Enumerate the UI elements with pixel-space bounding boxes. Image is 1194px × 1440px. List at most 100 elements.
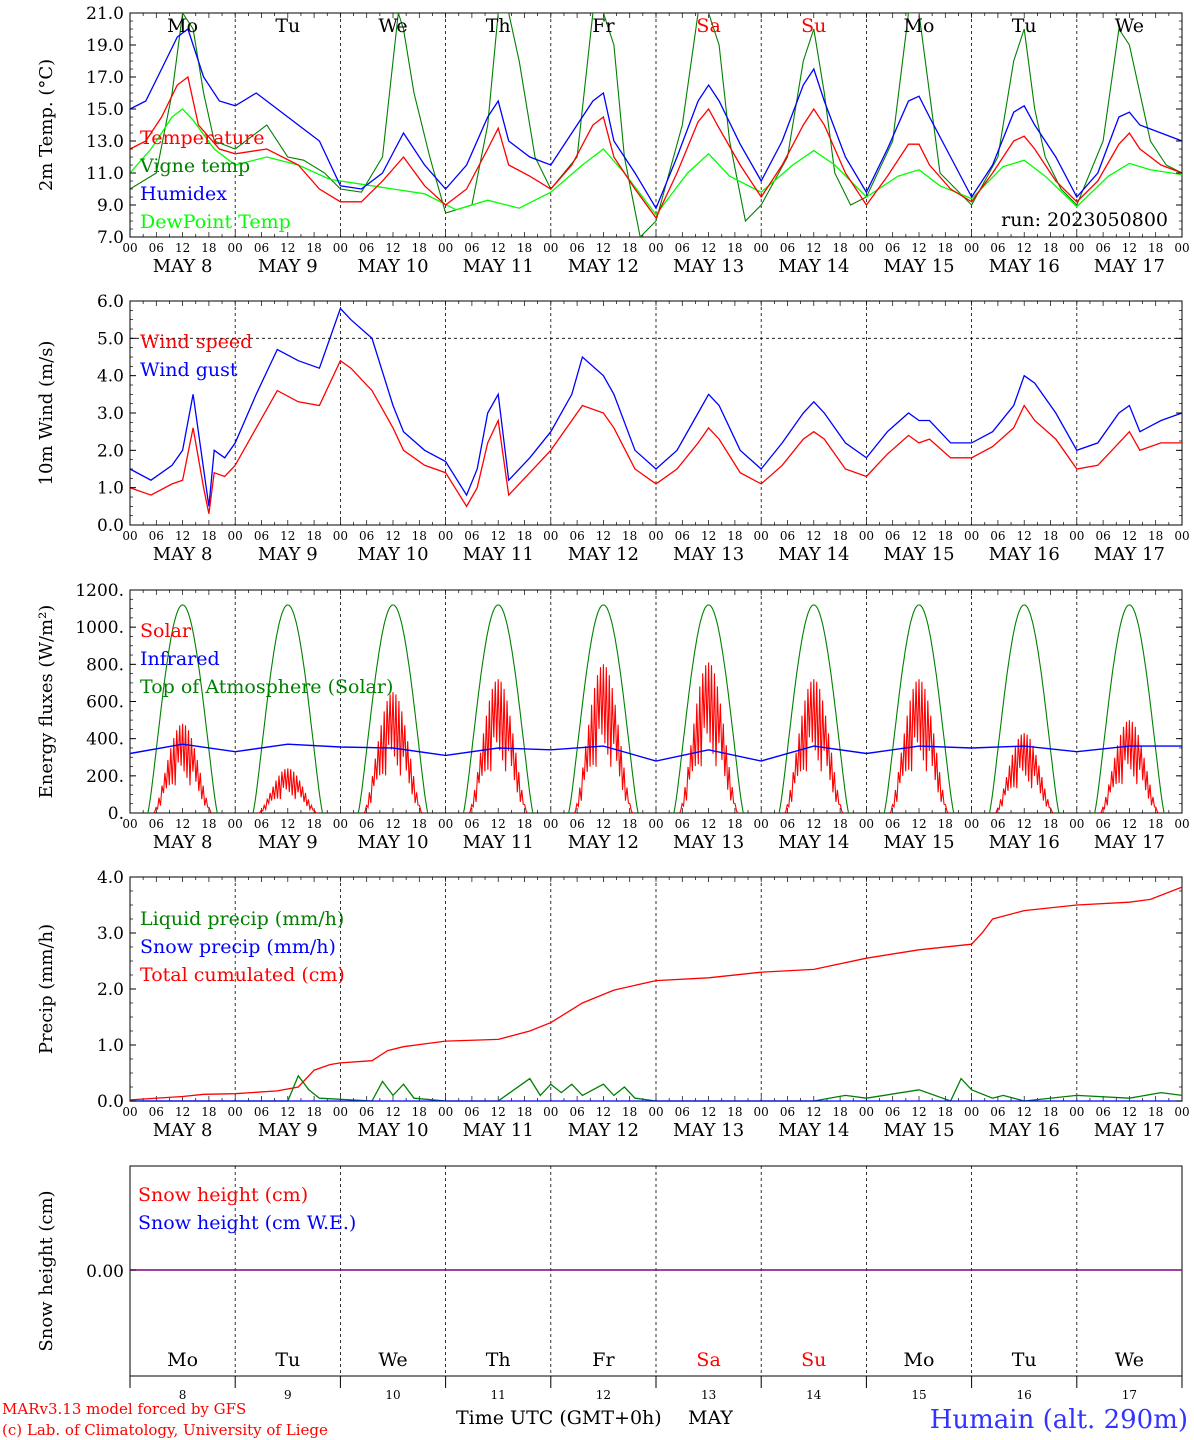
toa-solar-arch	[462, 604, 534, 814]
hour-tick-label: 00	[543, 1105, 558, 1119]
hour-tick-label: 00	[754, 241, 769, 255]
weekday-label: Fr	[592, 1349, 615, 1371]
weekday-label: Mo	[904, 1349, 935, 1371]
hour-tick-label: 00	[543, 529, 558, 543]
hour-tick-label: 06	[780, 529, 795, 543]
date-label: MAY 10	[357, 1120, 428, 1141]
day-number-label: 15	[911, 1388, 926, 1402]
hour-tick-label: 06	[149, 529, 164, 543]
hour-tick-label: 06	[885, 817, 900, 831]
hour-tick-label: 00	[438, 1105, 453, 1119]
hour-tick-label: 00	[964, 817, 979, 831]
hour-tick-label: 00	[122, 529, 137, 543]
hour-tick-label: 12	[385, 529, 400, 543]
hour-tick-label: 18	[306, 817, 321, 831]
date-label: MAY 15	[883, 544, 954, 565]
weekday-label: Tu	[275, 1349, 300, 1371]
hour-tick-label: 06	[359, 529, 374, 543]
panel-snow: 0.00 Snow height (cm) Snow height (cm) Snow…	[36, 1165, 1183, 1402]
date-label: MAY 16	[989, 544, 1060, 565]
date-label: MAY 15	[883, 256, 954, 277]
toa-solar-arch	[778, 604, 850, 814]
toa-solar-arch	[147, 604, 218, 814]
series-line	[130, 1074, 1183, 1102]
hour-tick-label: 18	[1148, 241, 1163, 255]
hour-tick-label: 06	[885, 241, 900, 255]
hour-tick-label: 06	[254, 241, 269, 255]
day-number-label: 9	[284, 1388, 292, 1402]
hour-tick-label: 12	[596, 817, 611, 831]
hour-tick-label: 06	[464, 817, 479, 831]
solar-line	[889, 679, 949, 814]
hour-tick-label: 00	[122, 817, 137, 831]
weekday-label: Sa	[696, 1349, 720, 1371]
hour-tick-label: 12	[1122, 1105, 1137, 1119]
hour-tick-label: 06	[254, 1105, 269, 1119]
hour-tick-label: 18	[832, 1105, 847, 1119]
legend-entry: Infrared	[140, 648, 220, 670]
date-label: MAY 11	[463, 832, 534, 853]
hour-tick-label: 12	[175, 1105, 190, 1119]
hour-tick-label: 00	[859, 1105, 874, 1119]
y-tick-label: 0.0	[97, 1092, 124, 1112]
legend-entry: Liquid precip (mm/h)	[140, 908, 344, 930]
date-label: MAY 13	[673, 544, 744, 565]
hour-tick-label: 18	[938, 1105, 953, 1119]
hour-tick-label: 00	[333, 529, 348, 543]
hour-tick-label: 12	[806, 1105, 821, 1119]
hour-tick-label: 12	[911, 817, 926, 831]
hour-tick-label: 18	[938, 241, 953, 255]
station-title: Humain (alt. 290m)	[930, 1405, 1188, 1435]
hour-tick-label: 18	[727, 241, 742, 255]
y-axis-label: 2m Temp. (°C)	[36, 59, 57, 191]
series-line	[129, 359, 1182, 514]
hour-tick-label: 06	[675, 529, 690, 543]
date-label: MAY 14	[778, 544, 849, 565]
hour-tick-label: 12	[385, 1105, 400, 1119]
y-tick-label: 3.0	[97, 404, 124, 424]
hour-tick-label: 18	[201, 529, 216, 543]
hour-tick-label: 12	[806, 817, 821, 831]
hour-tick-label: 06	[990, 1105, 1005, 1119]
hour-tick-label: 00	[333, 1105, 348, 1119]
day-number-label: 16	[1017, 1388, 1032, 1402]
legend-entry: Total cumulated (cm)	[140, 964, 345, 986]
hour-tick-label: 00	[754, 817, 769, 831]
toa-solar-arch	[673, 604, 744, 814]
hour-tick-label: 18	[517, 529, 532, 543]
hour-tick-label: 18	[1043, 1105, 1058, 1119]
y-axis-label: 10m Wind (m/s)	[36, 341, 57, 486]
hour-tick-label: 12	[175, 529, 190, 543]
weekday-label: We	[378, 1349, 407, 1371]
hour-tick-label: 06	[359, 1105, 374, 1119]
hour-tick-label: 06	[254, 529, 269, 543]
day-number-label: 10	[385, 1388, 400, 1402]
hour-tick-label: 12	[1017, 529, 1032, 543]
date-label: MAY 8	[153, 1120, 213, 1141]
toa-solar-arch	[568, 604, 639, 814]
legend-entry: Temperature	[140, 127, 264, 149]
plot-frame	[129, 300, 1183, 526]
hour-tick-label: 12	[1122, 817, 1137, 831]
toa-solar-arch	[1094, 604, 1165, 814]
date-label: MAY 8	[153, 544, 213, 565]
hour-tick-label: 00	[122, 241, 137, 255]
y-tick-label: 1.0	[97, 479, 124, 499]
hour-tick-label: 18	[1148, 529, 1163, 543]
y-tick-label: 200.	[86, 767, 124, 787]
hour-tick-label: 00	[964, 241, 979, 255]
date-label: MAY 14	[778, 256, 849, 277]
y-tick-label: 13.0	[86, 132, 124, 152]
hour-tick-label: 06	[990, 241, 1005, 255]
hour-tick-label: 12	[491, 817, 506, 831]
weekday-label: Tu	[1012, 1349, 1037, 1371]
y-tick-label: 4.0	[97, 367, 124, 387]
series-line	[129, 886, 1183, 1101]
date-label: MAY 13	[673, 256, 744, 277]
y-tick-label: 21.0	[86, 4, 124, 24]
date-label: MAY 8	[153, 256, 213, 277]
day-number-label: 12	[596, 1388, 611, 1402]
hour-tick-label: 00	[1174, 1105, 1189, 1119]
